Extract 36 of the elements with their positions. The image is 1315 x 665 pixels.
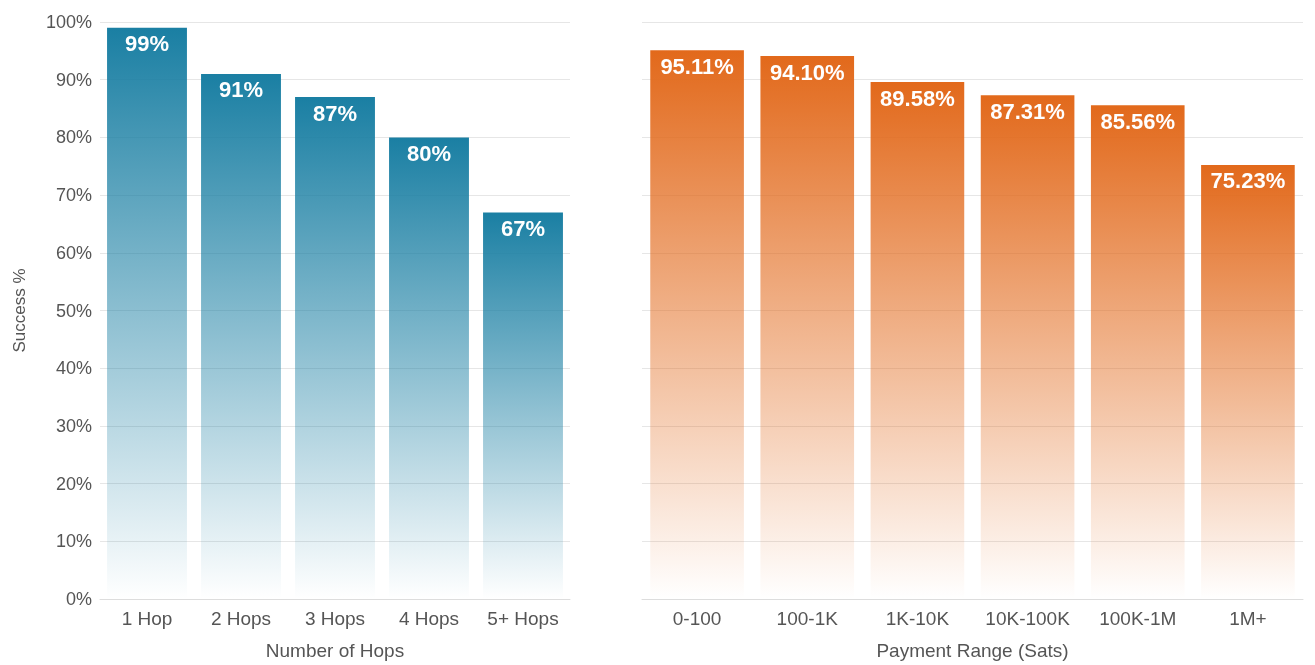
data-label: 99% [124,31,170,57]
data-label: 87.31% [990,98,1065,124]
y-tick-label: 0% [65,589,92,609]
data-label: 94.10% [769,59,845,85]
x-tick-label: 1K-10K [885,608,950,629]
data-label: 80% [406,140,452,166]
x-tick-label: 10K-100K [985,608,1071,629]
data-label: 67% [500,215,546,241]
x-tick-label: 1 Hop [121,608,173,629]
y-tick-label: 10% [55,531,92,552]
y-tick-label: 70% [55,185,92,206]
data-label: 75.23% [1210,168,1286,194]
x-tick-label: 0-100 [672,608,722,629]
y-tick-label: 80% [55,127,92,148]
data-label: 85.56% [1100,108,1176,134]
y-axis-title: Success % [10,268,29,353]
y-tick-label: 60% [55,242,92,263]
y-tick-label: 20% [55,473,92,494]
x-tick-label: 4 Hops [398,608,460,629]
x-axis-title: Payment Range (Sats) [876,640,1069,661]
x-axis-title: Number of Hops [265,640,405,661]
x-tick-label: 2 Hops [210,608,272,629]
x-tick-label: 100K-1M [1099,608,1177,629]
x-tick-label: 1M+ [1229,608,1267,629]
data-label: 91% [218,77,264,103]
y-tick-label: 50% [55,300,92,321]
x-tick-label: 100-1K [776,608,839,629]
x-tick-label: 3 Hops [304,608,366,629]
y-tick-label: 90% [55,69,92,90]
y-tick-label: 30% [55,415,92,436]
data-label: 95.11% [660,53,734,79]
y-tick-label: 100% [45,12,92,32]
x-tick-label: 5+ Hops [487,608,559,629]
data-label: 89.58% [880,85,955,111]
data-label: 87% [312,100,358,126]
y-tick-label: 40% [55,358,92,379]
